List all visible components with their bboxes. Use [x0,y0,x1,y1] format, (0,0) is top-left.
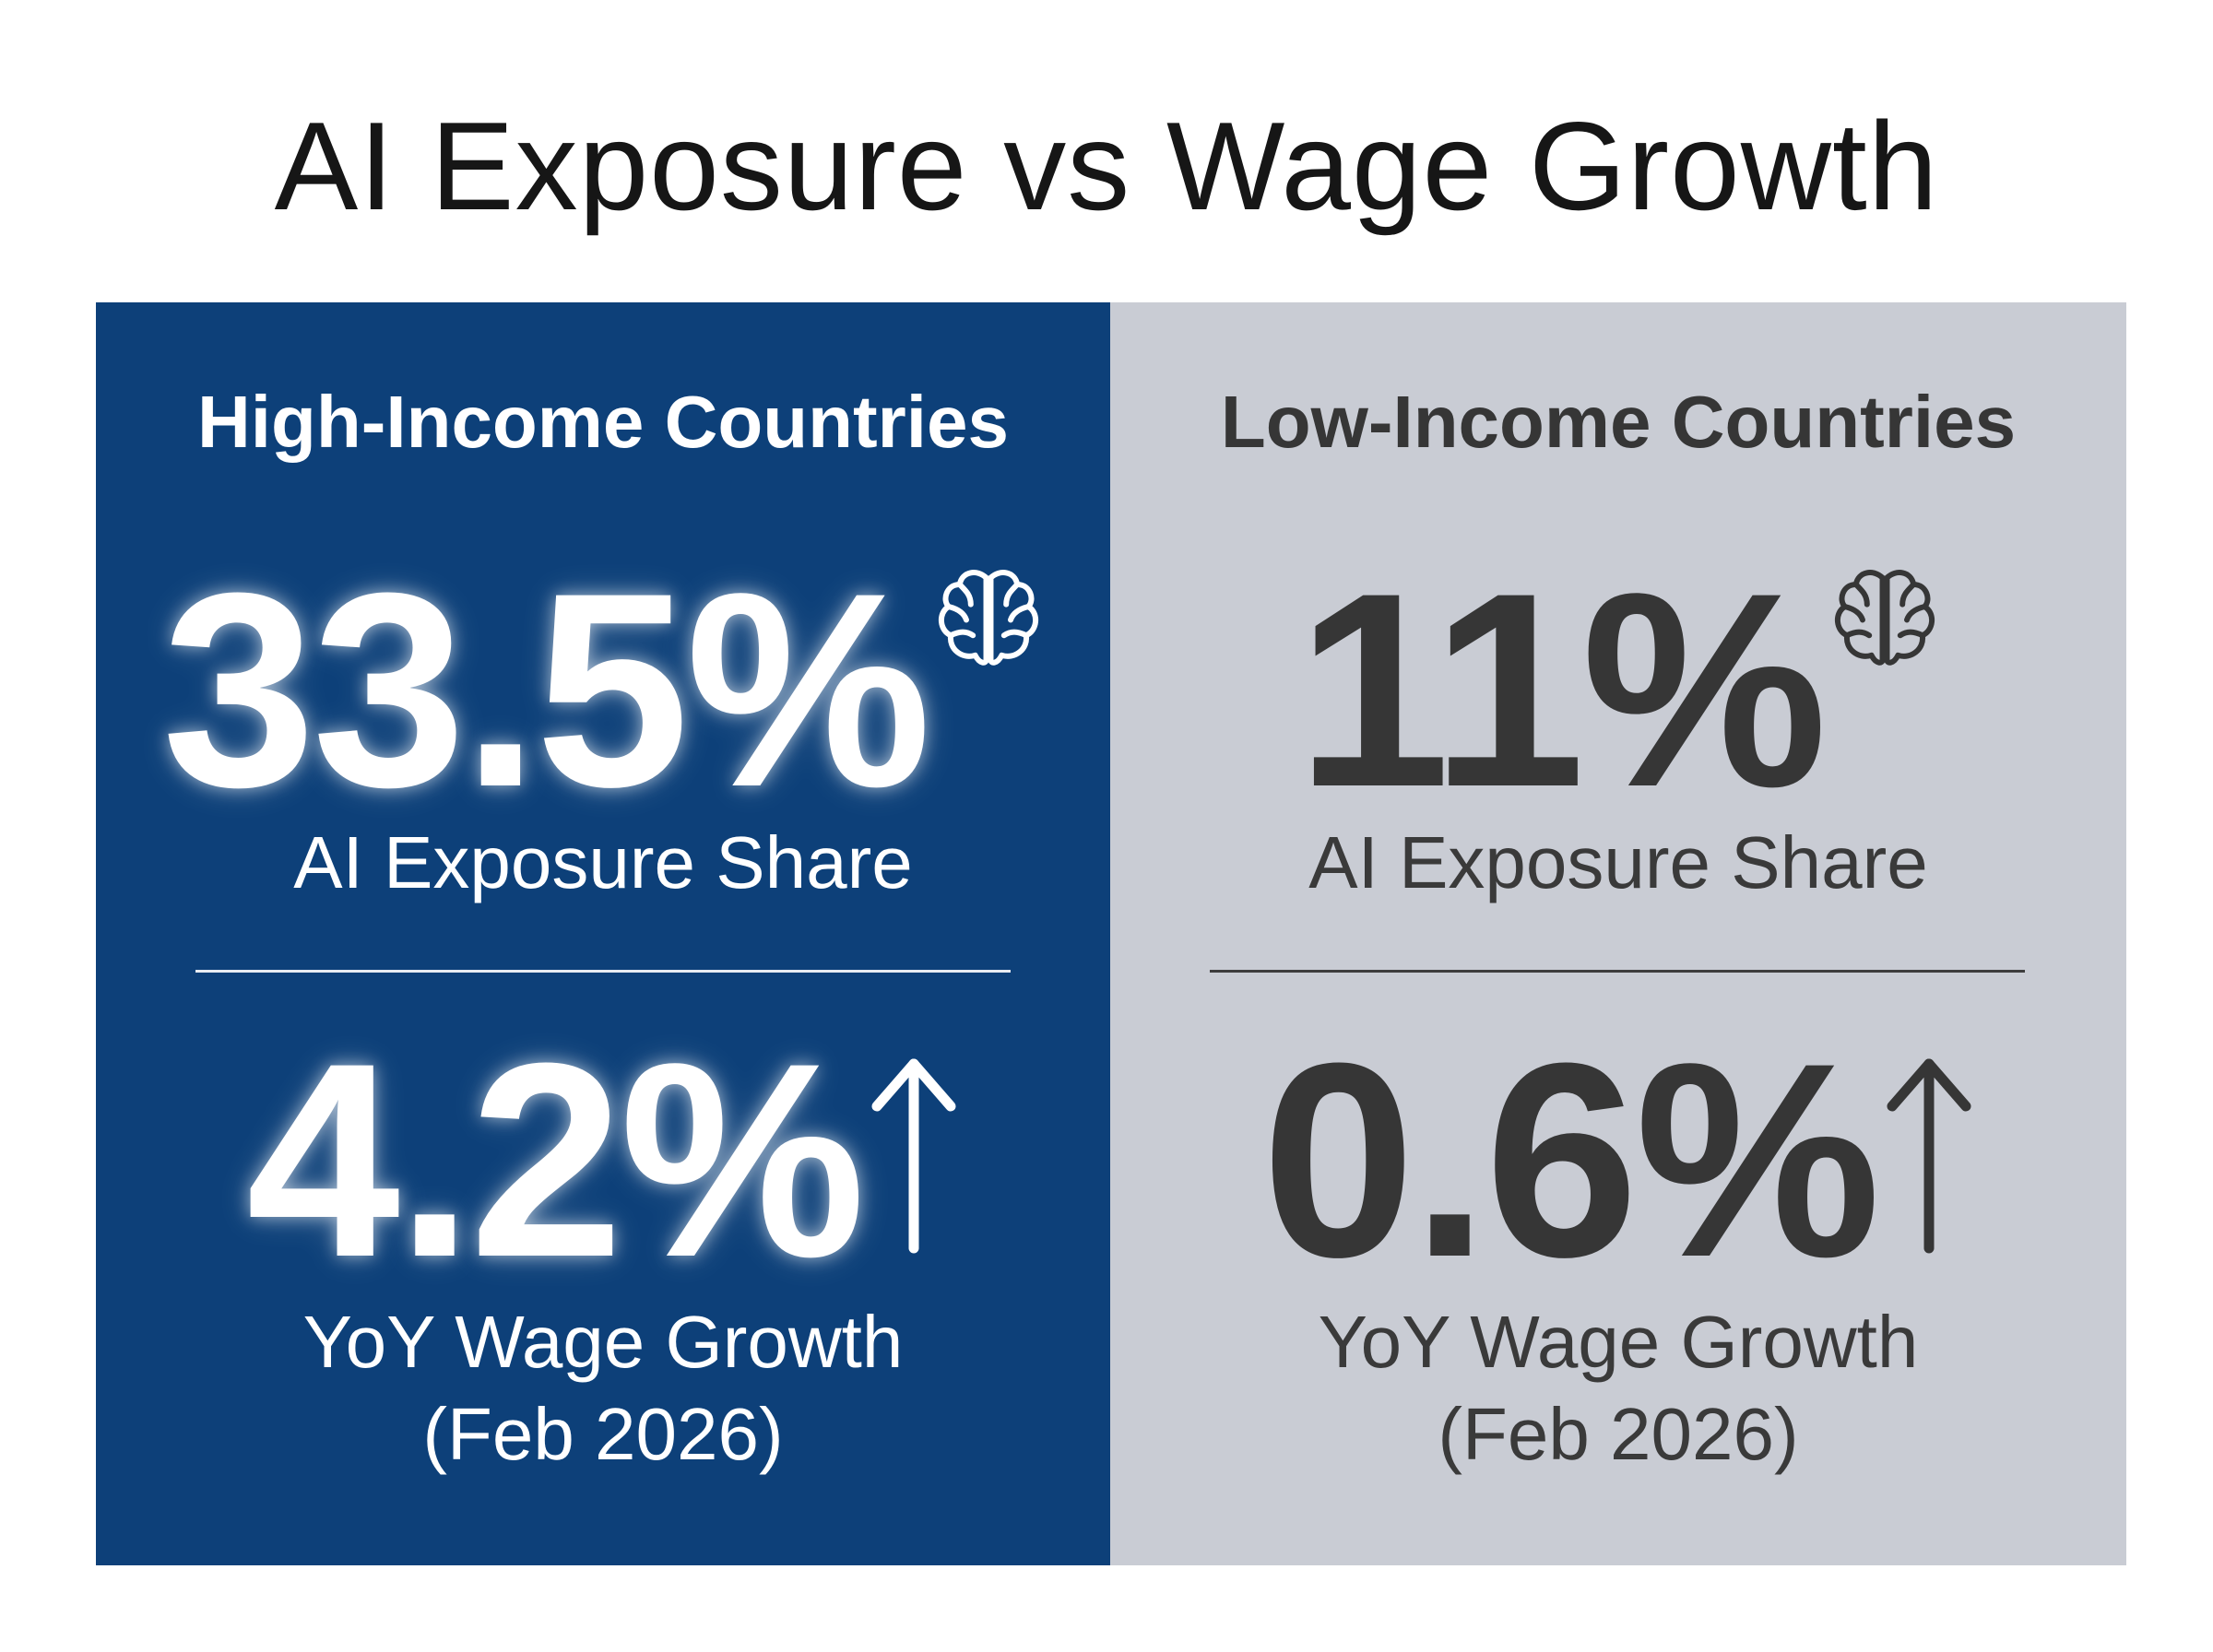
exposure-label: AI Exposure Share [293,821,913,903]
arrow-up-icon [868,1053,960,1260]
panel-heading: Low-Income Countries [1220,381,2017,463]
page-title: AI Exposure vs Wage Growth [274,96,1939,236]
wage-period: (Feb 2026) [1438,1393,1799,1475]
panel-heading: High-Income Countries [196,381,1010,463]
arrow-up-icon [1883,1053,1975,1260]
brain-icon [1829,562,1940,678]
wage-label: YoY Wage Growth [302,1301,904,1383]
high-income-panel: High-Income Countries 33.5% AI Exposure … [96,302,1110,1565]
wage-period: (Feb 2026) [422,1393,784,1475]
exposure-value: 11% [1296,535,1828,844]
exposure-value: 33.5% [161,535,932,844]
wage-value: 0.6% [1261,1005,1881,1315]
brain-icon [933,562,1044,678]
divider [1210,970,2025,973]
wage-stat: 4.2% [96,1021,1110,1298]
wage-label: YoY Wage Growth [1318,1301,1919,1383]
exposure-stat: 33.5% [96,551,1110,828]
exposure-stat: 11% [1110,551,2126,828]
divider [195,970,1011,973]
wage-stat: 0.6% [1110,1021,2126,1298]
wage-value: 4.2% [246,1005,866,1315]
low-income-panel: Low-Income Countries 11% AI Exposure Sha… [1110,302,2126,1565]
exposure-label: AI Exposure Share [1308,821,1928,903]
